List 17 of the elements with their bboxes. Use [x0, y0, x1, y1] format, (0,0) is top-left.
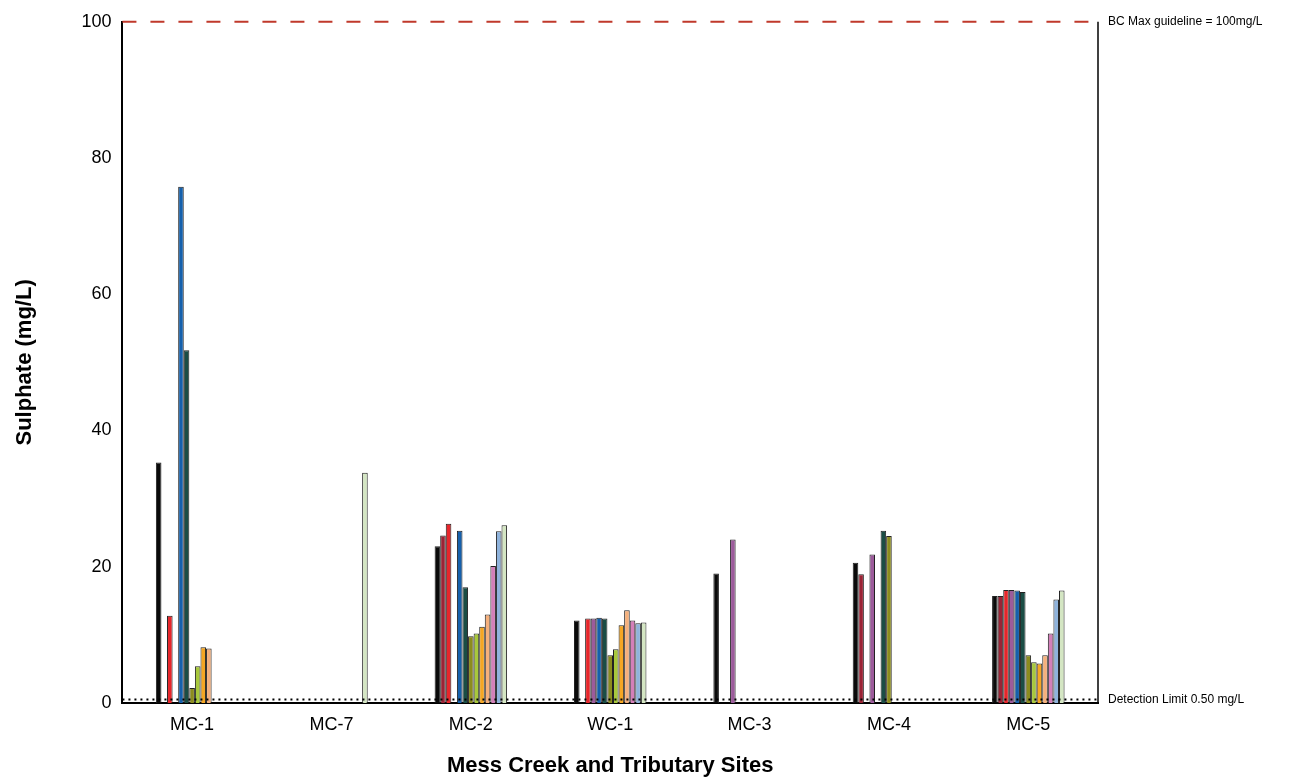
x-tick-label: MC-1 [170, 713, 215, 734]
x-tick-label: MC-7 [309, 713, 354, 734]
x-tick-label: WC-1 [587, 713, 634, 734]
ref-line-label: BC Max guideline = 100mg/L [1108, 14, 1263, 29]
ref-line-label: Detection Limit 0.50 mg/L [1108, 691, 1245, 706]
x-tick-label: MC-5 [1006, 713, 1051, 734]
x-tick-label: MC-2 [448, 713, 493, 734]
y-tick-label: 0 [101, 691, 112, 712]
y-tick-label: 80 [91, 147, 112, 168]
x-tick-label: MC-4 [866, 713, 911, 734]
x-axis-title: Mess Creek and Tributary Sites [446, 751, 774, 777]
y-tick-label: 100 [81, 10, 112, 31]
y-axis-title: Sulphate (mg/L) [11, 279, 37, 446]
y-tick-label: 60 [91, 283, 112, 304]
y-tick-label: 20 [91, 555, 112, 576]
y-tick-label: 40 [91, 419, 112, 440]
x-tick-label: MC-3 [727, 713, 772, 734]
